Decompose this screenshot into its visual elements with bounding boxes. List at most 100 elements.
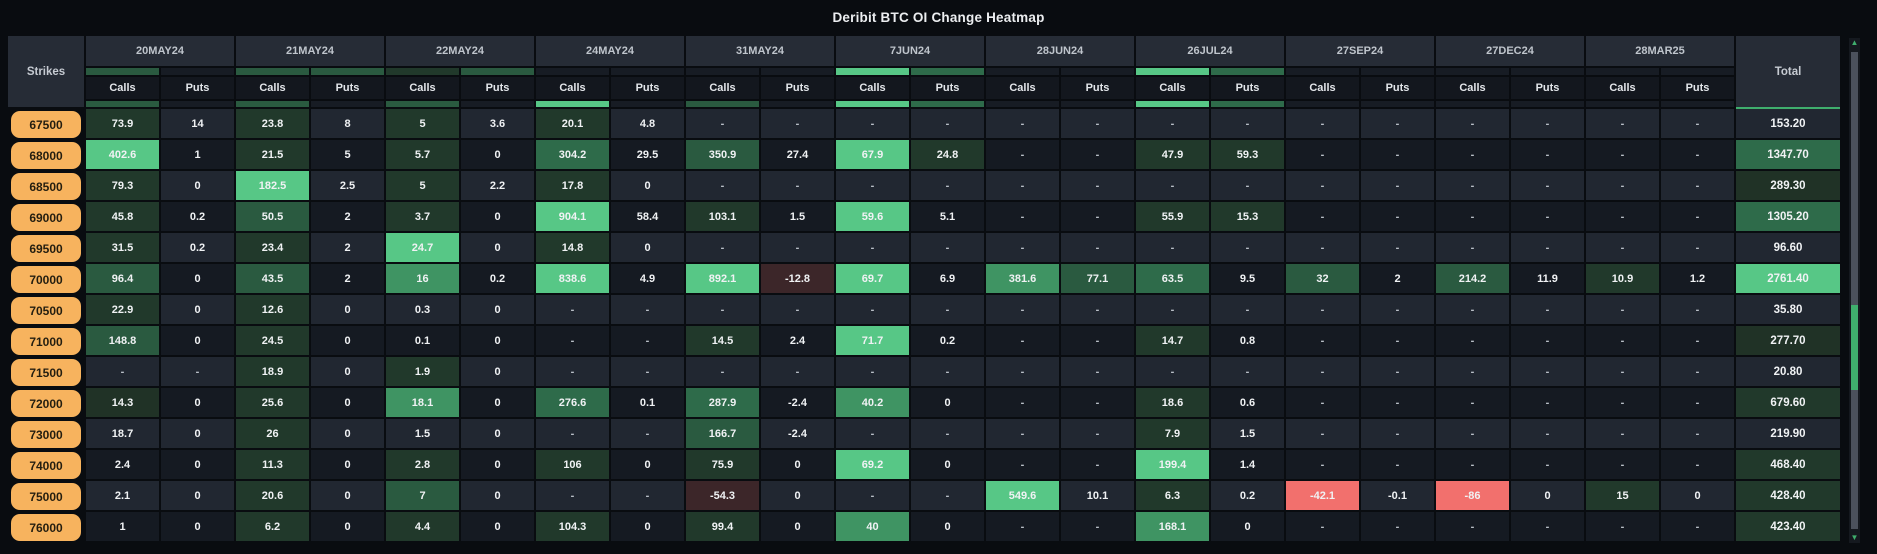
oi-cell: - [986,512,1059,541]
oi-cell: 77.1 [1061,264,1134,293]
scroll-up-arrow-icon[interactable]: ▲ [1850,38,1859,47]
oi-cell: 0 [461,140,534,169]
oi-cell: - [911,233,984,262]
table-body: 67500 73.9 14 23.8 8 5 3.6 20.1 4.8- - - - - - - - - - - - -… [8,109,1842,543]
oi-cell: 17.8 [536,171,609,200]
total-cell: 35.80 [1736,295,1840,324]
oi-cell: - [1661,202,1734,231]
oi-cell: - [1511,419,1584,448]
calls-subheader: Calls [536,77,609,99]
strike-label: 71500 [11,359,81,386]
oi-cell: - [986,233,1059,262]
strike-label: 69500 [11,235,81,262]
oi-cell: 304.2 [536,140,609,169]
oi-cell: 1.4 [1211,450,1284,479]
oi-cell: 96.4 [86,264,159,293]
oi-cell: 0 [611,233,684,262]
oi-cell: - [1661,109,1734,138]
oi-cell: - [911,419,984,448]
oi-cell: 11.9 [1511,264,1584,293]
oi-cell: 5 [386,109,459,138]
table-row: 75000 2.1 0 20.6 0 7 0- - -54.3 0- -549.6 10.1 6.3 0.… [8,481,1842,512]
clipped-cell [161,101,234,107]
oi-cell: - [1661,450,1734,479]
oi-cell: - [1136,295,1209,324]
oi-cell: - [611,357,684,386]
oi-cell: 0 [311,326,384,355]
oi-cell: 0 [161,264,234,293]
oi-cell: 0 [461,202,534,231]
oi-cell: 0.2 [911,326,984,355]
clipped-cell [461,101,534,107]
oi-cell: - [1061,171,1134,200]
oi-cell: - [1061,388,1134,417]
oi-cell: 6.2 [236,512,309,541]
vertical-scrollbar[interactable]: ▲ ▼ [1849,38,1860,543]
oi-cell: - [986,295,1059,324]
oi-cell: 15.3 [1211,202,1284,231]
oi-cell: 18.1 [386,388,459,417]
oi-cell: - [1211,171,1284,200]
expiry-header-31may24: 31MAY24 [686,36,834,66]
oi-cell: 0 [911,512,984,541]
oi-cell: - [1436,140,1509,169]
oi-cell: 0 [161,450,234,479]
oi-cell: 7 [386,481,459,510]
oi-cell: 1 [86,512,159,541]
clipped-cell [1211,101,1284,107]
total-cell: 2761.40 [1736,264,1840,293]
oi-cell: - [1661,171,1734,200]
oi-cell: 0 [311,419,384,448]
oi-cell: 148.8 [86,326,159,355]
oi-cell: 24.7 [386,233,459,262]
oi-cell: 0.2 [461,264,534,293]
scrollbar-accent-segment[interactable] [1851,305,1858,390]
oi-cell: 27.4 [761,140,834,169]
oi-cell: - [1511,295,1584,324]
clipped-cell [1511,101,1584,107]
oi-cell: 0 [461,295,534,324]
oi-cell: 0 [161,171,234,200]
oi-cell: - [536,481,609,510]
oi-cell: 276.6 [536,388,609,417]
oi-cell: -54.3 [686,481,759,510]
oi-cell: 40.2 [836,388,909,417]
clipped-cell [1586,101,1659,107]
oi-cell: 0 [1661,481,1734,510]
clipped-cell [236,68,309,75]
oi-cell: - [686,171,759,200]
strike-label: 71000 [11,328,81,355]
oi-cell: - [986,357,1059,386]
oi-cell: 0 [311,481,384,510]
oi-cell: 31.5 [86,233,159,262]
clipped-cell [86,101,159,107]
oi-cell: 0.8 [1211,326,1284,355]
oi-cell: - [1436,202,1509,231]
expiry-header-row: 20MAY24 21MAY24 22MAY24 24MAY24 31MAY24 7JUN2… [8,36,1842,68]
oi-cell: 2 [1361,264,1434,293]
clipped-cell [761,101,834,107]
clipped-cell [1436,101,1509,107]
oi-cell: - [986,140,1059,169]
total-cell: 1305.20 [1736,202,1840,231]
scrollbar-thumb[interactable] [1851,52,1858,529]
expiry-header-26jul24: 26JUL24 [1136,36,1284,66]
clipped-cell [1661,68,1734,75]
oi-cell: - [836,481,909,510]
oi-cell: 0 [461,357,534,386]
oi-cell: 69.2 [836,450,909,479]
oi-cell: 0.2 [1211,481,1284,510]
oi-cell: 381.6 [986,264,1059,293]
oi-cell: 0.1 [386,326,459,355]
oi-cell: 18.6 [1136,388,1209,417]
calls-subheader: Calls [686,77,759,99]
oi-cell: - [1286,171,1359,200]
oi-cell: 5.1 [911,202,984,231]
oi-cell: 14.5 [686,326,759,355]
oi-cell: - [1361,233,1434,262]
oi-cell: - [911,171,984,200]
oi-cell: 2.1 [86,481,159,510]
oi-cell: - [1286,326,1359,355]
scroll-down-arrow-icon[interactable]: ▼ [1850,533,1859,542]
clipped-cell [611,101,684,107]
